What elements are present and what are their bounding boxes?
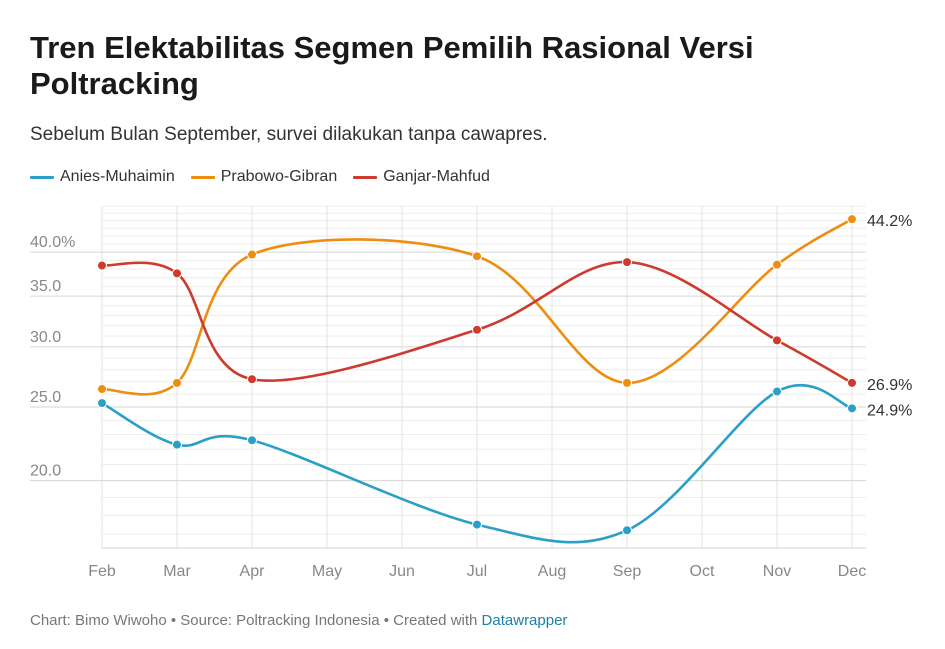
x-tick-label: May — [312, 563, 342, 580]
data-point — [172, 377, 182, 388]
end-value-label: 24.9% — [867, 402, 912, 419]
y-tick-label: 40.0% — [30, 234, 75, 251]
x-tick-label: Oct — [690, 563, 715, 580]
data-point — [472, 324, 482, 335]
data-point — [247, 435, 257, 446]
data-point — [847, 403, 857, 414]
data-point — [247, 249, 257, 260]
data-point — [97, 384, 107, 395]
data-point — [622, 257, 632, 268]
x-tick-label: Jul — [467, 563, 487, 580]
series-points — [97, 214, 857, 536]
data-point — [472, 519, 482, 530]
x-axis: Feb Mar Apr May Jun Jul Aug Sep Oct Nov Dec — [88, 547, 866, 580]
legend-item: Anies-Muhaimin — [30, 168, 175, 186]
chart-subtitle: Sebelum Bulan September, survei dilakuka… — [30, 124, 548, 145]
chart-title: Tren Elektabilitas Segmen Pemilih Rasion… — [30, 30, 754, 101]
data-point — [847, 214, 857, 225]
x-tick-label: Mar — [163, 563, 191, 580]
data-point — [622, 525, 632, 536]
legend-swatch — [190, 175, 215, 179]
footer: Chart: Bimo Wiwoho • Source: Poltracking… — [30, 612, 567, 629]
data-point — [247, 374, 257, 385]
end-value-label: 44.2% — [867, 213, 912, 230]
data-point — [772, 335, 782, 346]
data-point — [172, 439, 182, 450]
line-chart: Feb Mar Apr May Jun Jul Aug Sep Oct Nov Dec 20.0 25… — [30, 205, 912, 580]
y-tick-label: 20.0 — [30, 463, 61, 480]
data-point — [772, 259, 782, 270]
legend-label: Anies-Muhaimin — [60, 168, 175, 185]
x-tick-label: Nov — [763, 563, 791, 580]
data-point — [172, 268, 182, 279]
x-tick-label: Feb — [88, 563, 116, 580]
data-point — [847, 377, 857, 388]
legend-swatch — [353, 175, 378, 179]
x-tick-label: Aug — [538, 563, 566, 580]
end-value-label: 26.9% — [867, 377, 912, 394]
y-tick-label: 25.0 — [30, 389, 61, 406]
y-axis: 20.0 25.0 30.0 35.0 40.0% — [30, 234, 75, 479]
legend: Anies-Muhaimin Prabowo-Gibran Ganjar-Mahfu… — [30, 168, 506, 186]
legend-label: Ganjar-Mahfud — [383, 168, 490, 185]
end-labels: 24.9% 44.2% 26.9% — [867, 213, 912, 419]
x-tick-label: Sep — [613, 563, 642, 580]
legend-label: Prabowo-Gibran — [220, 168, 338, 185]
data-point — [622, 377, 632, 388]
legend-item: Prabowo-Gibran — [190, 168, 338, 186]
data-point — [772, 386, 782, 397]
legend-swatch — [30, 175, 54, 179]
y-tick-label: 35.0 — [30, 278, 61, 295]
grid — [30, 205, 866, 548]
y-tick-label: 30.0 — [30, 329, 61, 346]
x-tick-label: Jun — [389, 563, 415, 580]
footer-credit: Chart: Bimo Wiwoho • Source: Poltracking… — [30, 612, 482, 629]
legend-item: Ganjar-Mahfud — [353, 168, 490, 186]
x-tick-label: Dec — [838, 563, 866, 580]
datawrapper-link[interactable]: Datawrapper — [481, 612, 568, 629]
data-point — [97, 398, 107, 409]
x-tick-label: Apr — [240, 563, 266, 580]
data-point — [472, 251, 482, 262]
data-point — [97, 260, 107, 271]
